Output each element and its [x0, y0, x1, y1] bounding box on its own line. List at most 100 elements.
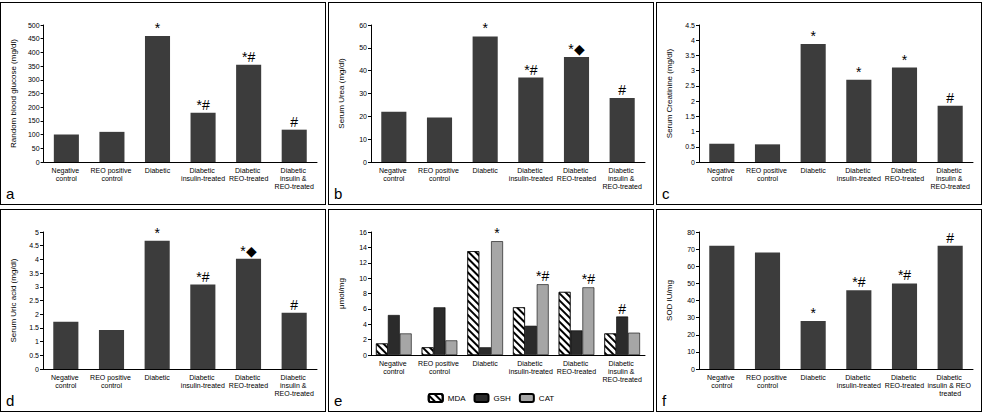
- svg-text:12: 12: [359, 259, 367, 266]
- svg-text:Diabetic: Diabetic: [235, 374, 262, 381]
- svg-text:REO-treated: REO-treated: [557, 175, 596, 182]
- svg-text:Diabetic: Diabetic: [845, 374, 872, 381]
- svg-text:0: 0: [35, 366, 39, 373]
- svg-text:control: control: [757, 175, 778, 182]
- svg-text:REO-treated: REO-treated: [275, 390, 314, 397]
- svg-text:50: 50: [687, 280, 695, 287]
- svg-text:0: 0: [691, 366, 695, 373]
- svg-text:10: 10: [359, 136, 367, 143]
- svg-text:*◆: *◆: [240, 243, 256, 259]
- svg-text:REO-treated: REO-treated: [885, 175, 924, 182]
- svg-text:c: c: [662, 185, 670, 202]
- svg-text:insulin-treated: insulin-treated: [509, 175, 553, 182]
- svg-text:40: 40: [359, 67, 367, 74]
- svg-text:Serum Creatinine (mg/dl): Serum Creatinine (mg/dl): [665, 48, 674, 138]
- svg-text:0: 0: [363, 352, 367, 359]
- svg-text:Diabetic: Diabetic: [517, 360, 544, 367]
- svg-text:REO positive: REO positive: [746, 167, 789, 175]
- svg-text:*: *: [154, 225, 160, 241]
- svg-text:3: 3: [691, 67, 695, 74]
- svg-text:b: b: [334, 185, 342, 202]
- svg-text:*: *: [856, 64, 862, 80]
- svg-text:16: 16: [359, 229, 367, 236]
- svg-text:Diabetic: Diabetic: [563, 167, 590, 174]
- svg-text:300: 300: [28, 76, 40, 83]
- svg-text:Diabetic: Diabetic: [937, 167, 964, 174]
- svg-text:20: 20: [687, 331, 695, 338]
- svg-text:60: 60: [687, 263, 695, 270]
- svg-text:5: 5: [35, 229, 39, 236]
- svg-text:f: f: [662, 392, 667, 409]
- svg-text:MDA: MDA: [448, 394, 466, 403]
- svg-text:insulin-treated: insulin-treated: [181, 175, 225, 182]
- svg-text:REO-treated: REO-treated: [603, 183, 642, 190]
- svg-text:2.5: 2.5: [685, 82, 695, 89]
- svg-text:30: 30: [359, 90, 367, 97]
- svg-text:0.5: 0.5: [29, 352, 39, 359]
- svg-text:#: #: [290, 297, 298, 313]
- svg-text:450: 450: [28, 35, 40, 42]
- svg-text:control: control: [429, 175, 450, 182]
- svg-text:insulin &: insulin &: [608, 175, 636, 182]
- svg-text:Serum Urea (mg/dl): Serum Urea (mg/dl): [337, 58, 346, 129]
- svg-text:*◆: *◆: [568, 41, 584, 57]
- svg-text:a: a: [6, 185, 15, 202]
- svg-text:insulin &: insulin &: [608, 368, 636, 375]
- svg-text:10: 10: [687, 348, 695, 355]
- svg-text:insulin-treated: insulin-treated: [837, 382, 881, 389]
- svg-text:30: 30: [687, 314, 695, 321]
- svg-text:REO-treated: REO-treated: [229, 175, 268, 182]
- svg-text:Negative: Negative: [707, 167, 737, 175]
- svg-text:Negative: Negative: [379, 360, 409, 368]
- svg-text:*: *: [902, 52, 908, 68]
- svg-text:REO-treated: REO-treated: [885, 382, 924, 389]
- svg-text:4: 4: [363, 321, 367, 328]
- svg-text:4: 4: [691, 37, 695, 44]
- svg-text:d: d: [6, 392, 14, 409]
- svg-text:Negative: Negative: [51, 374, 81, 382]
- svg-text:500: 500: [28, 22, 40, 29]
- svg-text:#: #: [618, 301, 626, 317]
- svg-text:4.5: 4.5: [685, 22, 695, 29]
- svg-text:control: control: [383, 368, 404, 375]
- svg-text:4: 4: [35, 256, 39, 263]
- svg-text:insulin-treated: insulin-treated: [837, 175, 881, 182]
- svg-text:μmol/mg: μmol/mg: [337, 278, 346, 309]
- svg-text:*#: *#: [196, 97, 209, 113]
- svg-text:*: *: [810, 28, 816, 44]
- svg-text:80: 80: [687, 229, 695, 236]
- svg-text:REO positive: REO positive: [418, 360, 461, 368]
- svg-text:6: 6: [363, 305, 367, 312]
- svg-text:2: 2: [35, 311, 39, 318]
- svg-text:250: 250: [28, 90, 40, 97]
- svg-text:control: control: [55, 382, 76, 389]
- svg-text:50: 50: [359, 44, 367, 51]
- svg-text:insulin & REO: insulin & REO: [927, 382, 973, 389]
- svg-text:4.5: 4.5: [29, 242, 39, 249]
- svg-text:control: control: [757, 382, 778, 389]
- svg-text:Diabetic: Diabetic: [281, 167, 308, 174]
- svg-text:400: 400: [28, 49, 40, 56]
- svg-text:*#: *#: [524, 62, 537, 78]
- svg-text:2.5: 2.5: [29, 297, 39, 304]
- svg-text:treated: treated: [939, 390, 961, 397]
- svg-text:Diabetic: Diabetic: [189, 374, 216, 381]
- svg-text:150: 150: [28, 117, 40, 124]
- svg-text:1: 1: [35, 338, 39, 345]
- svg-text:1: 1: [691, 128, 695, 135]
- svg-text:control: control: [101, 175, 122, 182]
- svg-text:*: *: [155, 20, 161, 36]
- svg-text:14: 14: [359, 244, 367, 251]
- svg-text:GSH: GSH: [494, 394, 512, 403]
- svg-text:Negative: Negative: [707, 374, 737, 382]
- svg-text:REO-treated: REO-treated: [931, 183, 970, 190]
- svg-text:200: 200: [28, 104, 40, 111]
- svg-text:control: control: [711, 175, 732, 182]
- svg-text:control: control: [711, 382, 732, 389]
- svg-text:350: 350: [28, 63, 40, 70]
- svg-text:Diabetic: Diabetic: [235, 167, 262, 174]
- svg-text:100: 100: [28, 131, 40, 138]
- svg-text:Diabetic: Diabetic: [891, 167, 918, 174]
- svg-text:control: control: [429, 368, 450, 375]
- svg-text:Diabetic: Diabetic: [473, 360, 499, 367]
